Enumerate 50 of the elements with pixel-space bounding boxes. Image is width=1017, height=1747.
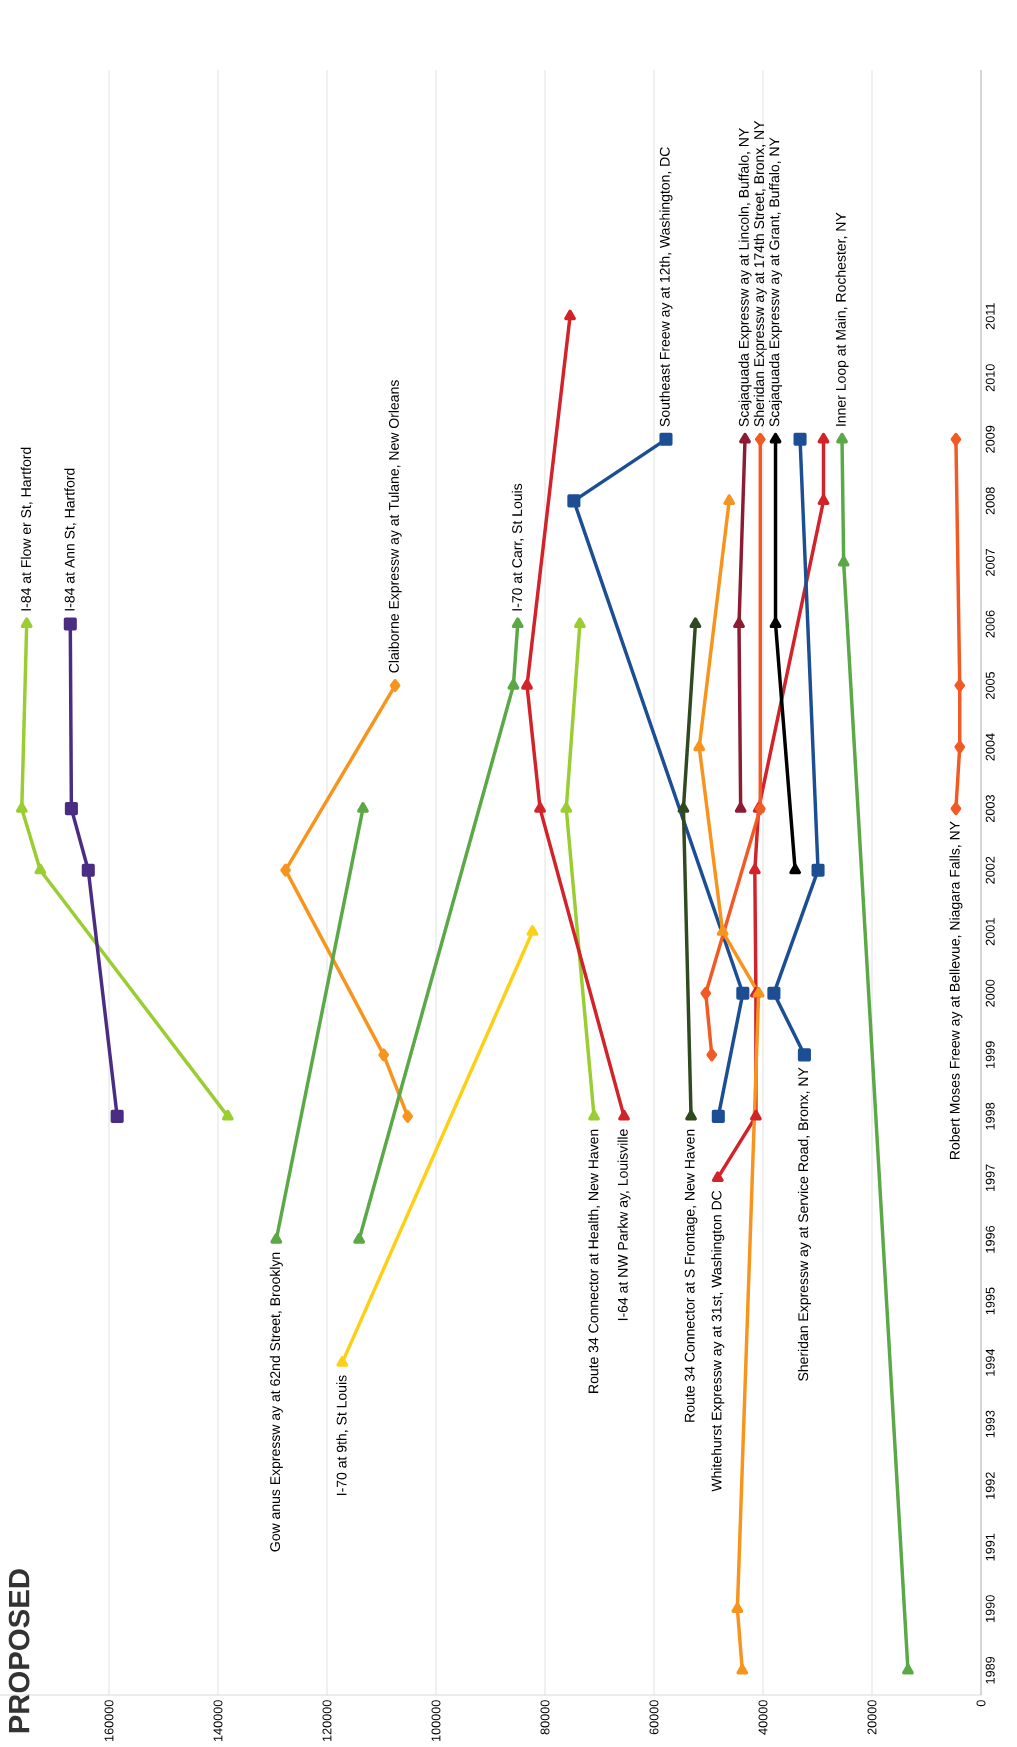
- x-tick-label: 120000: [322, 1700, 332, 1742]
- text: Gow anus Expressw ay at 62nd Street, Brooklyn: [269, 1252, 283, 1552]
- text: Inner Loop at Main, Rochester, NY: [835, 212, 849, 426]
- text: Scajaquada Expressw ay at Grant, Buffalo, NY: [769, 137, 783, 427]
- y-tick-label: 1991: [985, 1533, 995, 1561]
- x-tick-label: 140000: [213, 1700, 223, 1742]
- x-tick-label: 0: [976, 1700, 986, 1707]
- x-tick-label: 20000: [867, 1700, 877, 1735]
- text: Route 34 Connector at Health, New Haven: [588, 1129, 601, 1393]
- text: Sheridan Expressw ay at 174th Street, Bronx, NY: [753, 120, 767, 427]
- text: I-64 at NW Parkw ay, Louisville: [617, 1129, 631, 1321]
- y-tick-label: 1996: [985, 1225, 995, 1253]
- y-tick-label: 2005: [985, 671, 995, 699]
- text: Claiborne Expressw ay at Tulane, New Orleans: [388, 380, 402, 673]
- y-tick-label: 2000: [985, 979, 995, 1007]
- y-tick-label: 1992: [985, 1472, 995, 1499]
- text: PROPOSED: [8, 1569, 30, 1733]
- y-tick-label: 1998: [985, 1102, 995, 1130]
- text: I-70 at 9th, St Louis: [336, 1375, 349, 1495]
- x-tick-label: 100000: [431, 1700, 441, 1742]
- y-tick-label: 2010: [985, 364, 995, 392]
- y-tick-label: 1997: [985, 1164, 995, 1192]
- y-tick-label: 2006: [985, 610, 995, 638]
- y-tick-label: 2001: [985, 918, 995, 946]
- y-tick-label: 1994: [985, 1348, 995, 1376]
- y-tick-label: 2007: [985, 548, 995, 576]
- text: Route 34 Connector at S Frontage, New Haven: [684, 1129, 698, 1422]
- y-tick-label: 1995: [985, 1287, 995, 1315]
- x-tick-label: 40000: [758, 1700, 768, 1735]
- text: Sheridan Expressw ay at Service Road, Bronx, NY: [797, 1067, 811, 1381]
- y-tick-label: 1989: [985, 1656, 995, 1684]
- text: Scajaquada Expressw ay at Lincoln, Buffalo, NY: [738, 128, 752, 427]
- text: Whitehurst Expressw ay at 31st, Washington DC: [711, 1190, 725, 1492]
- y-tick-label: 2011: [985, 303, 995, 330]
- x-tick-label: 80000: [540, 1700, 550, 1735]
- text: Robert Moses Freew ay at Bellevue, Niagara Falls, NY: [949, 821, 963, 1159]
- x-tick-label: 60000: [649, 1700, 659, 1735]
- text: Southeast Freew ay at 12th, Washington, DC: [659, 147, 673, 427]
- text: I-84 at Flow er St, Hartford: [20, 447, 33, 611]
- x-tick-label: 160000: [104, 1700, 114, 1742]
- y-tick-label: 2004: [985, 733, 995, 761]
- y-tick-label: 2008: [985, 487, 995, 515]
- y-tick-label: 1993: [985, 1410, 995, 1438]
- text: I-70 at Carr, St Louis: [511, 483, 524, 611]
- y-tick-label: 2003: [985, 795, 995, 823]
- y-tick-label: 1999: [985, 1041, 995, 1068]
- y-tick-label: 2009: [985, 425, 995, 453]
- y-tick-label: 1990: [985, 1595, 995, 1622]
- text: I-84 at Ann St, Hartford: [64, 468, 77, 611]
- y-tick-label: 2002: [985, 856, 995, 884]
